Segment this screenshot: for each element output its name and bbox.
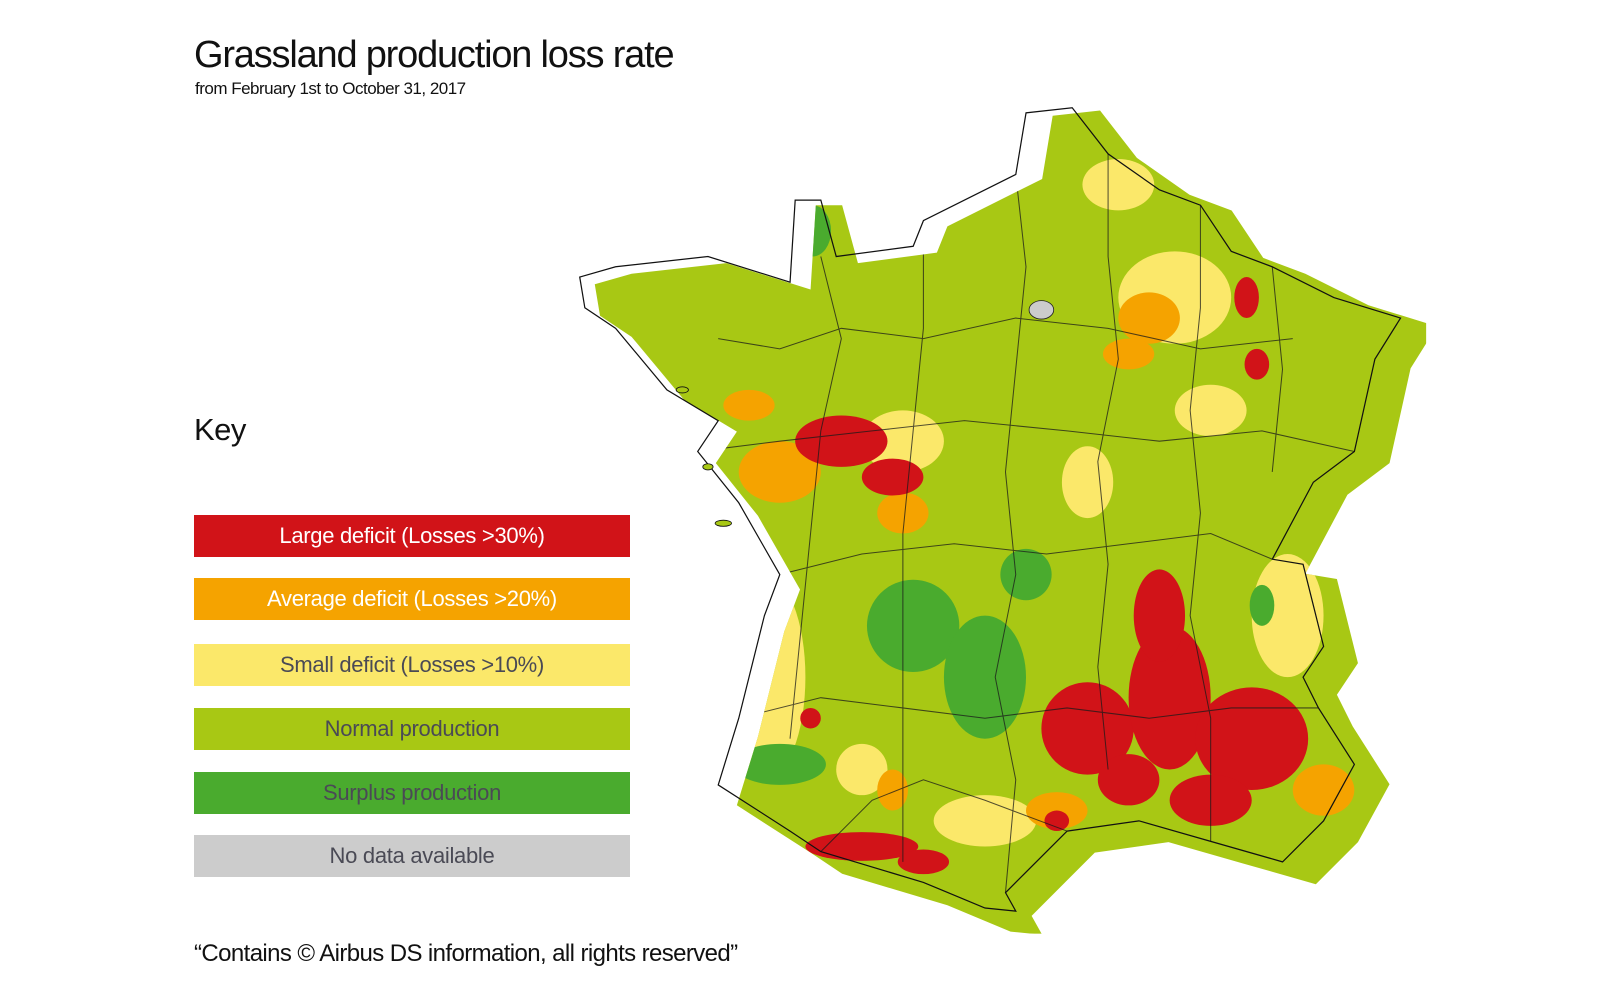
legend-label: Small deficit (Losses >10%) <box>280 652 544 677</box>
legend-label: No data available <box>329 843 495 868</box>
map-subtitle: from February 1st to October 31, 2017 <box>195 79 466 98</box>
map-regions <box>594 110 1427 934</box>
legend-no-data: No data available <box>194 835 630 877</box>
legend-normal-production: Normal production <box>194 708 630 750</box>
legend-label: Surplus production <box>322 780 502 805</box>
legend-label: Large deficit (Losses >30%) <box>279 523 545 548</box>
copyright-footer: “Contains © Airbus DS information, all r… <box>194 940 738 967</box>
map-title: Grassland production loss rate <box>194 34 675 76</box>
coastal-islands <box>675 386 732 527</box>
legend-average-deficit: Average deficit (Losses >20%) <box>194 578 630 620</box>
legend-surplus-production: Surplus production <box>194 772 630 814</box>
legend-large-deficit: Large deficit (Losses >30%) <box>194 515 630 557</box>
department-borders <box>697 153 1355 893</box>
legend-label: Normal production <box>324 716 500 741</box>
legend-small-deficit: Small deficit (Losses >10%) <box>194 644 630 686</box>
paris-no-data-area <box>1028 300 1055 320</box>
average-deficit-areas <box>723 292 1355 830</box>
legend-heading: Key <box>194 412 246 447</box>
legend-label: Average deficit (Losses >20%) <box>267 586 557 611</box>
